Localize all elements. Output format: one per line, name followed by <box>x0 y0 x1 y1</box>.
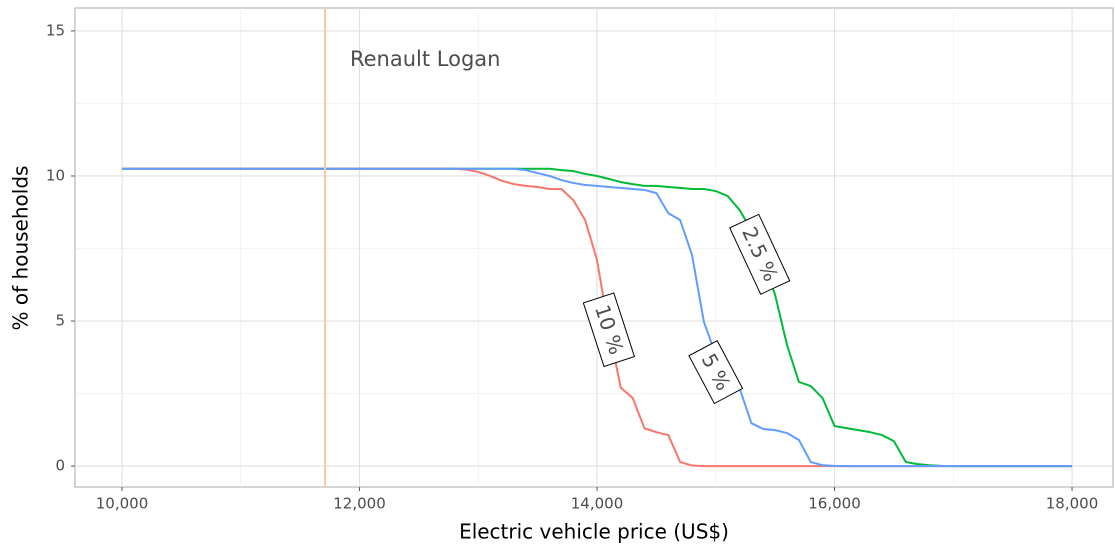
series-label-box <box>582 292 636 368</box>
x-tick-label: 10,000 <box>96 495 149 513</box>
series-label-box <box>729 213 791 295</box>
x-tick-label: 16,000 <box>808 495 861 513</box>
series-line <box>122 167 1073 468</box>
lines: 2.5 %10 %5 % <box>122 167 1073 468</box>
x-tick-label: 12,000 <box>333 495 386 513</box>
series-label-box <box>688 340 744 405</box>
y-axis-title: % of households <box>9 166 33 331</box>
reference-label: Renault Logan <box>350 47 501 71</box>
y-tick-label: 15 <box>46 21 65 39</box>
series-line <box>122 167 1073 468</box>
grid <box>75 8 1113 487</box>
y-tick-label: 5 <box>55 312 65 330</box>
y-tick-label: 10 <box>46 166 65 184</box>
y-tick-label: 0 <box>55 457 65 475</box>
x-tick-label: 18,000 <box>1046 495 1099 513</box>
x-tick-label: 14,000 <box>571 495 624 513</box>
x-axis-title: Electric vehicle price (US$) <box>459 520 729 544</box>
